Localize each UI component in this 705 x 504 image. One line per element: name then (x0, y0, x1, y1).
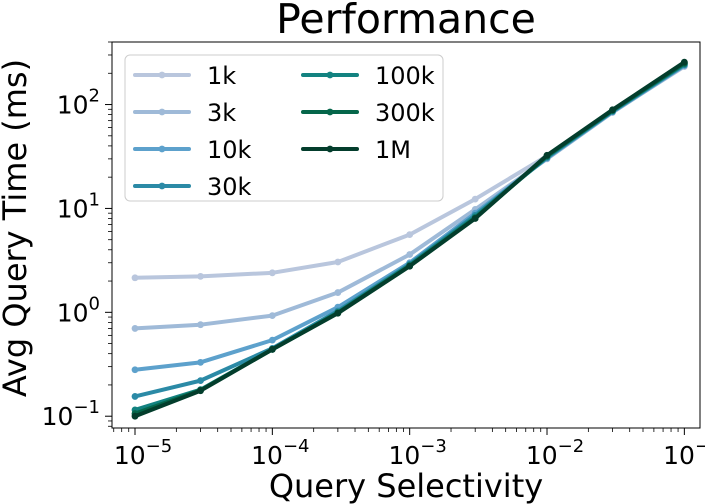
legend: 1k 3k 10k 30k 100k 300k 1M (124, 54, 444, 202)
data-point (197, 358, 204, 366)
legend-item-300k: 300k (301, 99, 435, 127)
plot-frame (111, 41, 701, 429)
data-point (131, 325, 139, 332)
legend-item-100k: 100k (301, 62, 435, 90)
data-point (131, 274, 139, 282)
data-point (131, 412, 139, 420)
data-point (131, 393, 139, 400)
legend-marker (326, 71, 334, 79)
legend-label: 10k (207, 136, 252, 164)
x-tick-label: 10−5 (114, 436, 172, 470)
x-tick-label: 10−1 (663, 436, 705, 470)
data-point (197, 377, 204, 385)
data-point (334, 258, 342, 266)
data-point (197, 321, 204, 329)
x-tick-label: 10−4 (251, 436, 309, 470)
x-axis-label: Query Selectivity (269, 467, 543, 504)
legend-label: 30k (207, 173, 252, 201)
data-point (609, 106, 616, 114)
plot-area (111, 41, 701, 429)
data-point (680, 58, 688, 66)
series-1M (131, 58, 688, 420)
series-layer (131, 58, 688, 420)
legend-label: 3k (207, 99, 236, 127)
data-point (334, 309, 342, 317)
data-point (197, 272, 204, 280)
legend-marker (326, 145, 334, 153)
data-point (268, 269, 276, 277)
legend-label: 300k (375, 99, 435, 127)
data-point (471, 215, 479, 222)
legend-item-1M: 1M (301, 136, 411, 164)
data-point (268, 345, 276, 353)
legend-marker (326, 108, 334, 116)
x-axis-ticks: 10−5 10−4 10−3 10−2 10−1 (113, 428, 705, 470)
data-point (268, 312, 276, 319)
x-tick-label: 10−3 (388, 436, 446, 470)
data-point (131, 366, 139, 374)
y-tick-label: 101 (57, 189, 100, 223)
data-point (268, 336, 276, 344)
legend-item-3k: 3k (133, 99, 236, 127)
legend-marker (158, 108, 166, 116)
data-point (334, 289, 342, 296)
legend-label: 100k (375, 62, 435, 90)
data-point (197, 387, 204, 395)
chart-title: Performance (276, 0, 536, 43)
x-tick-label: 10−2 (526, 436, 584, 470)
legend-marker (158, 145, 166, 153)
data-point (471, 195, 479, 203)
data-point (406, 262, 414, 270)
data-point (406, 231, 414, 238)
data-point (543, 151, 551, 159)
legend-marker (158, 182, 166, 190)
legend-marker (158, 71, 166, 79)
y-tick-label: 100 (57, 293, 100, 327)
data-point (406, 251, 414, 258)
legend-label: 1M (375, 136, 411, 164)
y-tick-label: 10−1 (42, 397, 100, 431)
legend-label: 1k (207, 62, 236, 90)
legend-item-10k: 10k (133, 136, 252, 164)
y-tick-label: 102 (57, 86, 100, 120)
y-axis-label: Avg Query Time (ms) (0, 59, 34, 397)
y-axis-ticks: 10−1 100 101 102 (42, 41, 112, 431)
legend-item-1k: 1k (133, 62, 236, 90)
legend-box (124, 54, 444, 202)
legend-item-30k: 30k (133, 173, 252, 201)
